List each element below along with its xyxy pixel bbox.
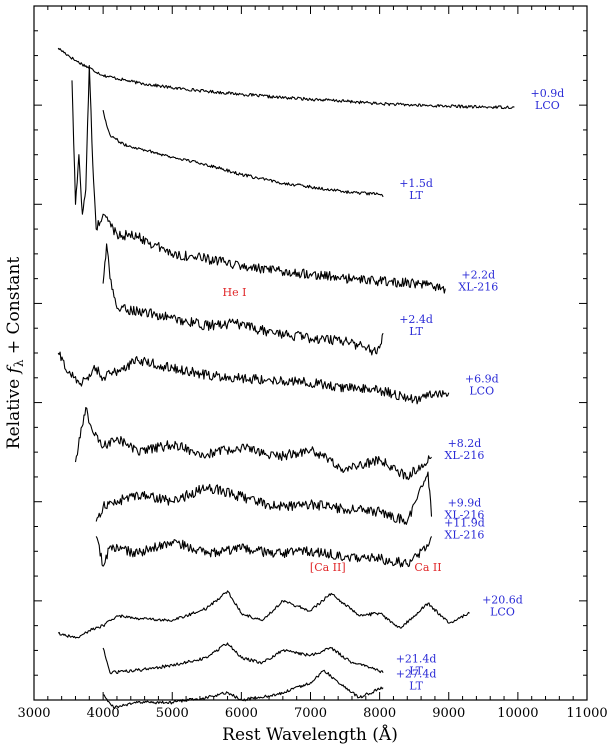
- y-axis-title-symbol: f: [4, 364, 24, 375]
- y-axis-title-subscript: λ: [12, 359, 26, 367]
- telescope-label: LT: [409, 325, 423, 338]
- telescope-label: XL-216: [445, 509, 485, 522]
- x-tick-label: 6000: [225, 706, 258, 721]
- spectrum-line: [57, 351, 450, 405]
- x-tick-label: 8000: [363, 706, 396, 721]
- spectrum-line: [103, 669, 384, 710]
- x-tick-label: 10000: [497, 706, 538, 721]
- spectrum-line: [57, 47, 515, 110]
- y-axis-title-suffix: + Constant: [4, 257, 24, 360]
- epoch-label: +1.5d: [399, 177, 433, 190]
- telescope-label: LCO: [469, 385, 494, 398]
- telescope-label: LCO: [490, 605, 515, 618]
- spectrum-line: [102, 642, 384, 675]
- line-annotations: He I [Ca II] Ca II: [222, 286, 441, 574]
- feature-annotation: Ca II: [414, 561, 441, 574]
- epoch-label: +8.2d: [448, 437, 482, 450]
- spectrum-line: [74, 406, 432, 481]
- x-tick-label: 3000: [17, 706, 50, 721]
- telescope-label: XL-216: [445, 528, 485, 541]
- x-axis-title: Rest Wavelength (Å): [222, 724, 398, 745]
- y-axis-title-prefix: Relative: [4, 373, 24, 449]
- y-axis-ticks: [34, 5, 587, 701]
- telescope-label: XL-216: [458, 281, 498, 294]
- epoch-label: +0.9d: [531, 87, 565, 100]
- feature-annotation: He I: [222, 286, 246, 299]
- x-tick-label: 9000: [432, 706, 465, 721]
- x-tick-label: 4000: [87, 706, 120, 721]
- epoch-label: +9.9d: [448, 497, 482, 510]
- epoch-label: +6.9d: [465, 373, 499, 386]
- telescope-label: XL-216: [445, 449, 485, 462]
- spectra-series: [57, 47, 515, 710]
- telescope-label: LCO: [535, 99, 560, 112]
- x-tick-label: 7000: [294, 706, 327, 721]
- x-tick-label: 5000: [156, 706, 189, 721]
- spectrum-line: [71, 64, 446, 294]
- epoch-label: +11.9d: [444, 516, 485, 529]
- telescope-label: LT: [409, 665, 423, 678]
- spectrum-labels: +0.9dLCO+1.5dLT+2.2dXL-216+2.4dLT+6.9dLC…: [396, 87, 565, 692]
- spectrum-line: [57, 590, 470, 639]
- spectrum-line: [95, 471, 433, 525]
- spectrum-line: [102, 109, 384, 198]
- epoch-label: +27.4d: [396, 668, 437, 681]
- telescope-label: LT: [409, 680, 423, 693]
- telescope-label: LT: [409, 189, 423, 202]
- feature-annotation: [Ca II]: [310, 561, 346, 574]
- epoch-label: +21.4d: [396, 653, 437, 666]
- epoch-label: +20.6d: [482, 593, 523, 606]
- spectrum-line: [102, 243, 384, 356]
- x-tick-label: 11000: [566, 706, 607, 721]
- epoch-label: +2.4d: [399, 313, 433, 326]
- x-axis-ticks: 3000 4000 5000 6000 7000 8000 9000 10000 11000: [17, 6, 608, 721]
- y-axis-title: Relative fλ + Constant: [4, 257, 26, 450]
- spectrum-line: [95, 536, 432, 568]
- epoch-label: +2.2d: [461, 269, 495, 282]
